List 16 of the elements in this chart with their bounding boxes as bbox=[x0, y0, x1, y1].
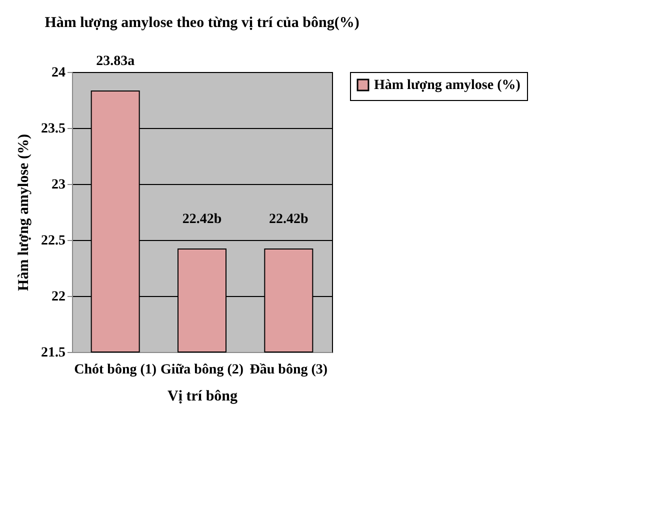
data-label: 22.42b bbox=[182, 212, 222, 227]
legend-label: Hàm lượng amylose (%) bbox=[374, 78, 521, 93]
y-tick-label: 23 bbox=[52, 178, 66, 192]
y-tick-label: 22.5 bbox=[41, 234, 66, 248]
x-tick-label: Đầu bông (3) bbox=[250, 362, 328, 378]
x-tick-label: Giữa bông (2) bbox=[160, 362, 244, 378]
x-axis-title: Vị trí bông bbox=[167, 388, 238, 404]
y-tick-label: 21.5 bbox=[41, 346, 66, 360]
chart-title: Hàm lượng amylose theo từng vị trí của bông(%) bbox=[44, 15, 360, 32]
x-tick-label: Chót bông (1) bbox=[74, 362, 157, 378]
data-label: 22.42b bbox=[269, 212, 309, 227]
y-tick-label: 23.5 bbox=[41, 122, 66, 136]
y-axis-title: Hàm lượng amylose (%) bbox=[16, 134, 32, 291]
y-tick-label: 22 bbox=[52, 290, 66, 304]
y-tick-label: 24 bbox=[52, 66, 66, 80]
data-label: 23.83a bbox=[96, 54, 135, 70]
